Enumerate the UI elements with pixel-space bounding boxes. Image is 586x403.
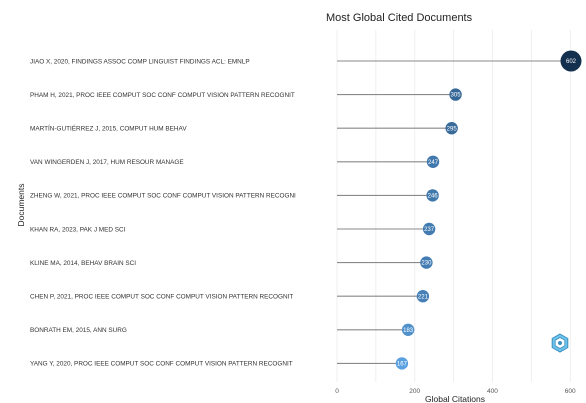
lollipop-point [449, 88, 462, 101]
document-label: PHAM H, 2021, PROC IEEE COMPUT SOC CONF … [30, 92, 295, 99]
x-tick-label: 200 [409, 388, 420, 395]
point-value-label: 183 [403, 328, 414, 334]
document-label: KHAN RA, 2023, PAK J MED SCI [30, 226, 126, 233]
y-axis-title: Documents [16, 184, 26, 227]
lollipop-point [426, 189, 439, 202]
document-label: JIAO X, 2020, FINDINGS ASSOC COMP LINGUI… [30, 58, 250, 65]
point-value-label: 295 [447, 126, 458, 132]
x-axis-title: Global Citations [425, 394, 485, 403]
lollipop-point [426, 155, 440, 168]
lollipop-point [401, 323, 415, 336]
category-labels: JIAO X, 2020, FINDINGS ASSOC COMP LINGUI… [30, 58, 296, 367]
x-tick-labels: 0 200 400 600 [335, 388, 576, 395]
document-label: MARTÍN-GUTIÉRREZ J, 2015, COMPUT HUM BEH… [30, 124, 187, 133]
chart-title: Most Global Cited Documents [326, 12, 473, 24]
document-label: CHEN P, 2021, PROC IEEE COMPUT SOC CONF … [30, 294, 293, 301]
lollipop-point [420, 256, 433, 269]
x-tick-label: 0 [335, 388, 339, 395]
stems [337, 60, 572, 364]
point-value-label: 247 [428, 160, 439, 166]
lollipop-point [416, 290, 430, 303]
document-label: KLINE MA, 2014, BEHAV BRAIN SCI [30, 260, 136, 267]
point-value-label: 246 [428, 194, 439, 200]
document-label: ZHENG W, 2021, PROC IEEE COMPUT SOC CONF… [30, 193, 296, 200]
point-value-label: 167 [397, 362, 408, 368]
x-tick-label: 600 [565, 388, 576, 395]
document-label: BONRATH EM, 2015, ANN SURG [30, 327, 127, 334]
points: 602 305 295 247 246 237 230 221 183 167 [395, 50, 582, 370]
app-logo-icon [551, 333, 569, 353]
lollipop-point [422, 222, 436, 236]
grid [336, 30, 572, 382]
point-value-label: 237 [424, 227, 435, 233]
lollipop-point [395, 357, 409, 370]
document-label: VAN WINGERDEN J, 2017, HUM RESOUR MANAGE [30, 159, 184, 166]
lollipop-point [560, 50, 582, 72]
point-value-label: 305 [451, 93, 462, 99]
x-tick-label: 400 [487, 388, 498, 395]
lollipop-point [445, 122, 458, 135]
point-value-label: 602 [566, 59, 577, 65]
point-value-label: 221 [418, 294, 429, 300]
point-value-label: 230 [421, 261, 432, 267]
document-label: YANG Y, 2020, PROC IEEE COMPUT SOC CONF … [30, 361, 293, 368]
